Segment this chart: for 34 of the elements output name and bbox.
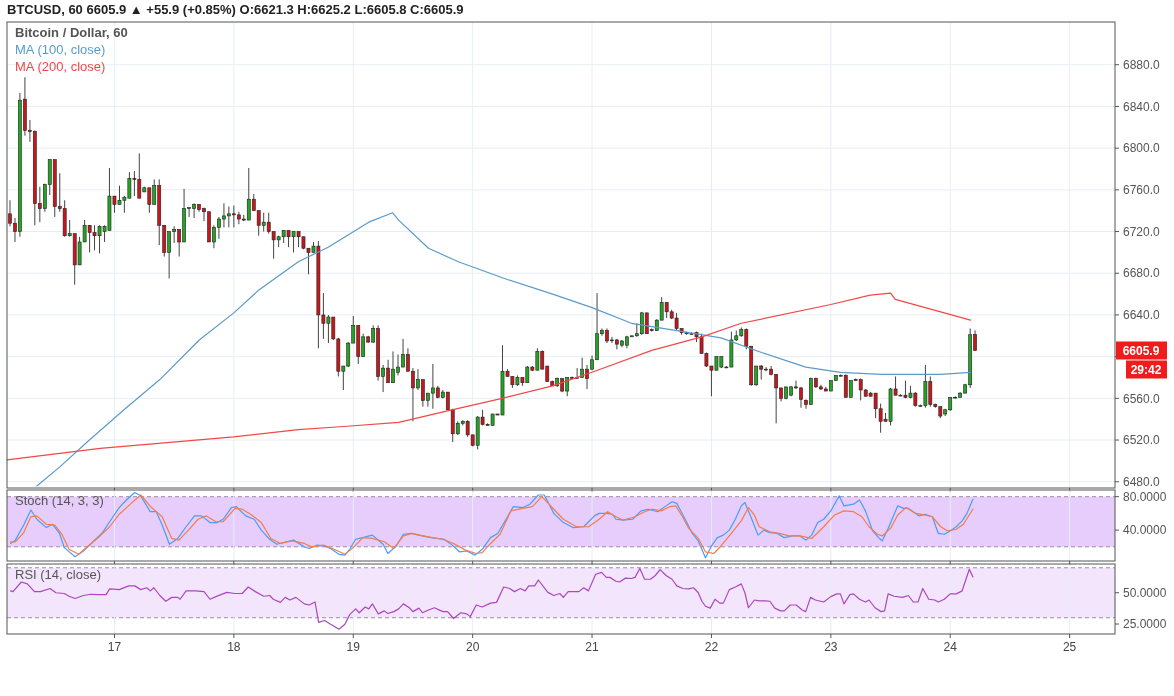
x-tick-label: 22 <box>704 640 719 654</box>
x-tick-label: 18 <box>227 640 241 654</box>
chart-title: Bitcoin / Dollar, 60 <box>15 25 128 40</box>
y-tick-label: 6560.0 <box>1123 391 1161 406</box>
y-tick-label: 50.0000 <box>1123 585 1167 600</box>
line-series <box>6 292 972 461</box>
text: BTCUSD, 60 6605.9 ▲ +55.9 (+0.85%) O:6621.3 H:6625.2 L:6605.8 C:6605.9 <box>7 2 464 17</box>
y-tick-label: 6520.0 <box>1123 433 1161 448</box>
y-tick-label: 6720.0 <box>1123 224 1161 239</box>
y-tick-label: 40.0000 <box>1123 523 1167 538</box>
y-tick-label: 6800.0 <box>1123 141 1161 156</box>
y-tick-label: 6680.0 <box>1123 266 1161 281</box>
x-tick-label: 21 <box>585 640 600 654</box>
line-series <box>9 567 974 630</box>
x-tick-label: 23 <box>824 640 838 654</box>
x-tick-label: 25 <box>1062 640 1077 654</box>
line-series <box>36 212 972 487</box>
chart-title: RSI (14, close) <box>15 567 101 582</box>
y-tick-label: 6640.0 <box>1123 308 1161 323</box>
text: 6605.9 <box>1122 343 1160 358</box>
y-tick-label: 25.0000 <box>1123 617 1167 632</box>
y-tick-label: 6480.0 <box>1123 474 1161 489</box>
x-tick-label: 19 <box>346 640 361 654</box>
text: 29:42 <box>1130 362 1162 377</box>
x-tick-label: 20 <box>465 640 480 654</box>
text: MA (100, close) <box>15 42 106 57</box>
y-tick-label: 80.0000 <box>1123 489 1167 504</box>
y-tick-label: 6880.0 <box>1123 57 1161 72</box>
text: MA (200, close) <box>15 59 106 74</box>
y-tick-label: 6760.0 <box>1123 183 1161 198</box>
x-tick-label: 24 <box>943 640 958 654</box>
chart-title: Stoch (14, 3, 3) <box>15 493 104 508</box>
x-tick-label: 17 <box>107 640 122 654</box>
y-tick-label: 6840.0 <box>1123 99 1161 114</box>
